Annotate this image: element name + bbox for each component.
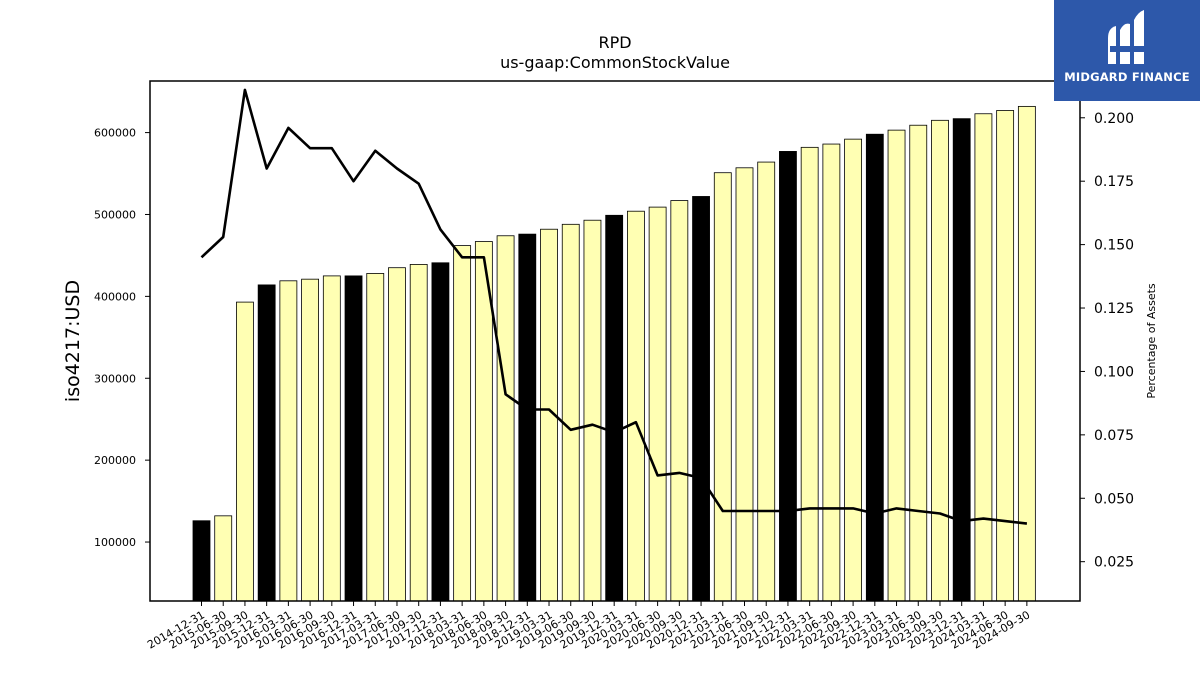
bar-2024-03-31 xyxy=(974,113,993,602)
bar-2020-06-30 xyxy=(648,206,667,602)
bar-2017-09-30 xyxy=(409,264,428,602)
y2-tick-label: 0.075 xyxy=(1094,428,1134,444)
bar-2022-06-30 xyxy=(822,143,841,602)
y2-tick-label: 0.125 xyxy=(1094,301,1134,317)
bar-2023-09-30 xyxy=(931,119,949,602)
bar-2016-03-31 xyxy=(279,280,298,602)
y2-tick-label: 0.150 xyxy=(1094,238,1134,254)
bar-2014-12-31 xyxy=(192,520,211,602)
bar-2016-09-30 xyxy=(322,275,341,602)
bar-2015-12-31 xyxy=(257,284,276,602)
bars-group xyxy=(192,105,1036,602)
bar-2020-12-31 xyxy=(692,196,710,602)
bar-2015-09-30 xyxy=(236,301,254,602)
percentage-of-assets-line xyxy=(200,88,1028,525)
axes-group: 100000 200000 300000 400000 500000 600000 0.02… xyxy=(94,111,1134,652)
line-group xyxy=(200,88,1028,525)
y2-tick-label: 0.175 xyxy=(1094,174,1134,190)
bar-2021-03-31 xyxy=(713,172,732,602)
bar-2023-03-31 xyxy=(887,129,906,602)
bar-2024-09-30 xyxy=(1017,105,1036,602)
bar-2017-03-31 xyxy=(366,273,385,602)
y-axis-label: iso4217:USD xyxy=(62,280,84,402)
bar-2017-06-30 xyxy=(388,267,406,602)
bar-2018-09-30 xyxy=(496,235,515,602)
y-tick-label: 100000 xyxy=(94,536,136,549)
bar-2021-06-30 xyxy=(735,167,754,602)
y-tick-label: 500000 xyxy=(94,208,136,221)
bar-2019-09-30 xyxy=(583,219,602,602)
y2-tick-label: 0.200 xyxy=(1094,111,1134,127)
bar-2023-12-31 xyxy=(952,118,971,602)
bar-2024-06-30 xyxy=(996,110,1015,602)
y-tick-label: 600000 xyxy=(94,127,136,140)
bar-2017-12-31 xyxy=(431,262,450,602)
bar-2019-12-31 xyxy=(605,214,624,602)
chart-subtitle: us-gaap:CommonStockValue xyxy=(500,53,730,72)
y2-tick-label: 0.025 xyxy=(1094,555,1134,571)
bar-2022-09-30 xyxy=(844,138,862,602)
bar-2021-12-31 xyxy=(779,151,797,602)
logo-mark-icon xyxy=(1108,10,1144,65)
y2-axis-label: Percentage of Assets xyxy=(1145,283,1158,399)
plot-frame xyxy=(149,80,1081,602)
y-tick-label: 300000 xyxy=(94,372,136,385)
bar-2022-12-31 xyxy=(865,133,884,602)
bar-2016-12-31 xyxy=(344,275,363,602)
bar-2022-03-31 xyxy=(800,146,819,602)
bar-2018-03-31 xyxy=(453,245,472,602)
y-tick-label: 200000 xyxy=(94,454,136,467)
y2-tick-label: 0.050 xyxy=(1094,491,1134,507)
brand-logo: MIDGARD FINANCE xyxy=(1054,0,1200,101)
bar-2020-09-30 xyxy=(670,200,689,602)
bar-2020-03-31 xyxy=(627,210,645,602)
chart-title: RPD xyxy=(598,33,631,52)
bar-2021-09-30 xyxy=(757,161,776,602)
y2-tick-label: 0.100 xyxy=(1094,364,1134,380)
bar-2019-06-30 xyxy=(561,223,580,602)
y-tick-label: 400000 xyxy=(94,290,136,303)
bar-2016-06-30 xyxy=(301,278,320,602)
logo-text: MIDGARD FINANCE xyxy=(1064,70,1190,84)
bar-2018-12-31 xyxy=(518,233,537,602)
bar-2023-06-30 xyxy=(909,124,928,602)
bar-2015-06-30 xyxy=(214,515,233,602)
